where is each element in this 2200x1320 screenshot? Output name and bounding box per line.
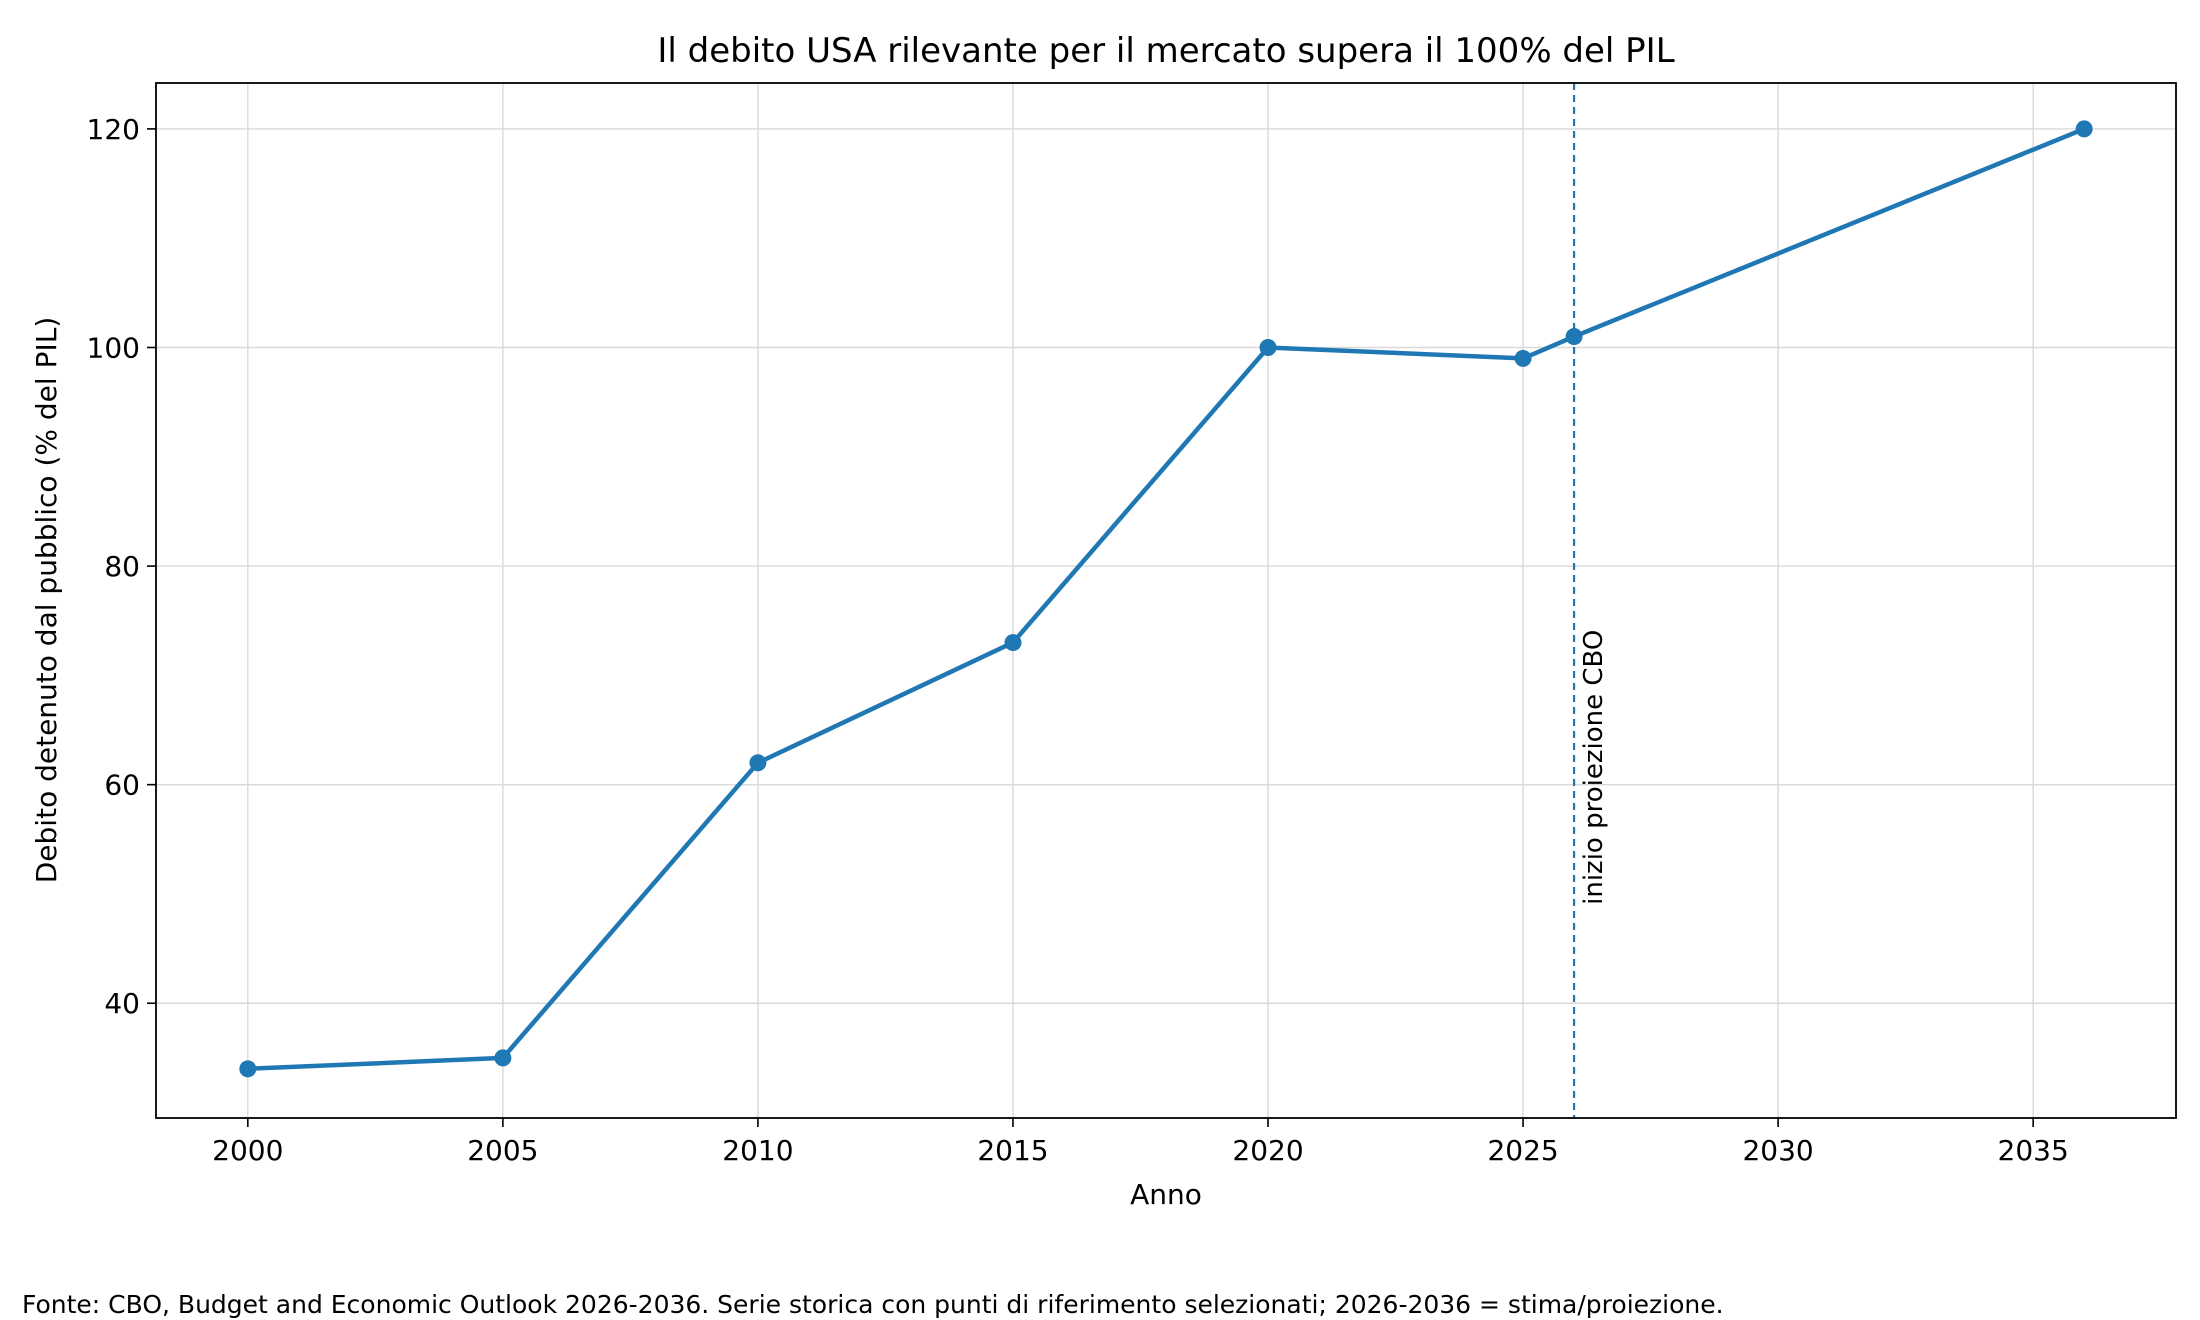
series [239, 120, 2093, 1078]
x-tick-label: 2020 [1232, 1134, 1303, 1167]
data-point [1565, 328, 1583, 346]
projection-marker: inizio proiezione CBO [1572, 83, 1609, 1118]
series-line [247, 126, 2086, 1072]
chart-title: Il debito USA rilevante per il mercato s… [657, 31, 1674, 71]
y-tick-label: 60 [104, 769, 140, 802]
data-point [239, 1060, 257, 1078]
x-tick-label: 2035 [1998, 1134, 2069, 1167]
axis-ticks: 2000 2005 2010 2015 2020 2025 2030 2035 40 60 80 10… [87, 113, 2069, 1167]
x-axis-label: Anno [1130, 1178, 1202, 1211]
data-point [1004, 634, 1022, 652]
x-tick-label: 2000 [212, 1134, 283, 1167]
x-tick-label: 2015 [977, 1134, 1048, 1167]
x-tick-label: 2005 [467, 1134, 538, 1167]
y-axis-label: Debito detenuto dal pubblico (% del PIL) [30, 317, 63, 884]
y-tick-label: 120 [87, 113, 140, 146]
x-tick-label: 2030 [1742, 1134, 1813, 1167]
grid [156, 83, 2176, 1118]
x-tick-label: 2010 [722, 1134, 793, 1167]
data-point [494, 1049, 512, 1067]
y-tick-label: 80 [104, 550, 140, 583]
plot-area-frame [155, 82, 2177, 1119]
y-tick-label: 100 [87, 331, 140, 364]
data-point [1514, 349, 1532, 367]
source-footnote: Fonte: CBO, Budget and Economic Outlook … [22, 1290, 1724, 1319]
y-tick-label: 40 [104, 987, 140, 1020]
data-point [2075, 120, 2093, 138]
data-point [1259, 338, 1277, 356]
data-point [749, 754, 767, 772]
x-tick-label: 2025 [1487, 1134, 1558, 1167]
projection-label: inizio proiezione CBO [1579, 630, 1609, 905]
